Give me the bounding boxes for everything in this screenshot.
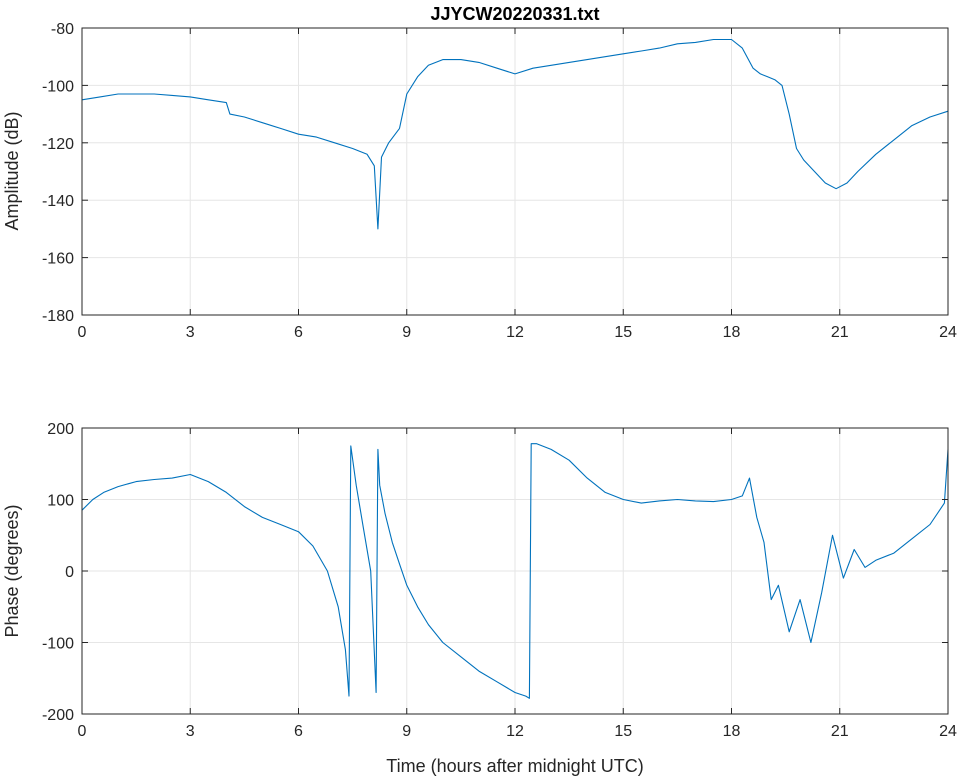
phase-grid — [81, 427, 949, 715]
phase-y-tick-label: -200 — [42, 707, 74, 724]
phase-x-tick-label: 24 — [939, 723, 957, 740]
amplitude-x-tick-label: 3 — [186, 324, 195, 341]
phase-y-axis-label: Phase (degrees) — [2, 504, 22, 637]
phase-x-tick-label: 0 — [78, 723, 87, 740]
phase-y-tick-label: 200 — [47, 421, 74, 438]
amplitude-y-ticks: -80 -100 -120 -140 -160 -180 — [42, 21, 948, 325]
phase-y-ticks: 200 100 0 -100 -200 — [42, 421, 948, 724]
amplitude-x-tick-label: 24 — [939, 324, 957, 341]
amplitude-x-tick-label: 0 — [78, 324, 87, 341]
phase-y-tick-label: 100 — [47, 493, 74, 510]
phase-x-tick-label: 3 — [186, 723, 195, 740]
amplitude-x-tick-label: 18 — [723, 324, 741, 341]
phase-x-tick-label: 18 — [723, 723, 741, 740]
amplitude-x-tick-label: 9 — [402, 324, 411, 341]
chart-title: JJYCW20220331.txt — [430, 4, 599, 24]
amplitude-x-ticks: 0 3 6 9 12 15 18 21 24 — [78, 28, 957, 341]
phase-plot: 0 3 6 9 12 15 18 21 24 200 100 0 -100 -200 Time (hou… — [2, 421, 957, 776]
phase-y-tick-label: -100 — [42, 636, 74, 653]
phase-x-tick-label: 21 — [831, 723, 849, 740]
phase-x-tick-label: 12 — [506, 723, 524, 740]
amplitude-y-tick-label: -160 — [42, 251, 74, 268]
amplitude-x-tick-label: 12 — [506, 324, 524, 341]
amplitude-grid — [81, 27, 949, 316]
amplitude-y-tick-label: -80 — [51, 21, 74, 38]
phase-y-tick-label: 0 — [65, 564, 74, 581]
amplitude-x-tick-label: 21 — [831, 324, 849, 341]
amplitude-x-tick-label: 6 — [294, 324, 303, 341]
amplitude-y-tick-label: -140 — [42, 193, 74, 210]
amplitude-y-tick-label: -180 — [42, 308, 74, 325]
amplitude-x-tick-label: 15 — [614, 324, 632, 341]
phase-x-axis-label: Time (hours after midnight UTC) — [386, 756, 643, 776]
phase-x-tick-label: 9 — [402, 723, 411, 740]
amplitude-y-axis-label: Amplitude (dB) — [2, 111, 22, 230]
amplitude-series-line — [81, 38, 949, 230]
amplitude-y-tick-label: -120 — [42, 136, 74, 153]
phase-series-line — [81, 443, 949, 699]
phase-x-tick-label: 6 — [294, 723, 303, 740]
amplitude-plot: 0 3 6 9 12 15 18 21 24 -80 -100 -120 -140 -160 -180 J… — [2, 4, 957, 341]
amplitude-y-tick-label: -100 — [42, 78, 74, 95]
phase-x-ticks: 0 3 6 9 12 15 18 21 24 — [78, 428, 957, 740]
phase-x-tick-label: 15 — [614, 723, 632, 740]
